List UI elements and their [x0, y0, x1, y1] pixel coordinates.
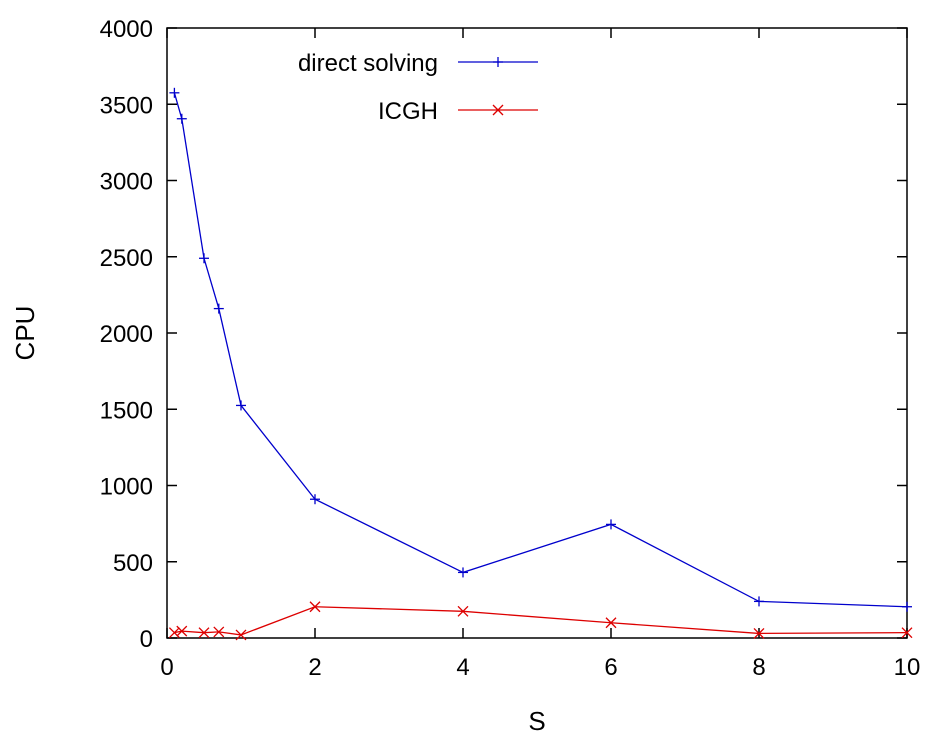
data-point-icgh [235, 629, 247, 641]
data-point-icgh [605, 617, 617, 629]
series-icgh [168, 601, 913, 641]
series-line-direct-solving [173, 92, 908, 608]
data-point-icgh [176, 625, 188, 637]
marker-stroke [176, 625, 188, 637]
legend-label-icgh: ICGH [378, 98, 438, 125]
y-tick-label: 2000 [100, 321, 153, 348]
marker-stroke [457, 605, 469, 617]
y-tick-label: 1500 [100, 397, 153, 424]
marker-stroke [492, 104, 504, 116]
data-point-direct-solving [606, 519, 616, 530]
y-axis-ticks: 0 500 1000 1500 2000 2500 3000 3500 4000 [100, 16, 907, 653]
x-tick-label: 0 [160, 654, 173, 681]
y-tick-label: 0 [140, 626, 153, 653]
data-point-direct-solving [458, 567, 468, 578]
series-layer [168, 87, 913, 641]
data-point-direct-solving [169, 87, 180, 98]
y-tick-label: 500 [113, 550, 153, 577]
y-tick-label: 3500 [100, 92, 153, 119]
legend-marker [493, 57, 503, 67]
data-point-icgh [457, 605, 469, 617]
marker-stroke [168, 627, 180, 639]
x-axis-ticks: 0 2 4 6 8 10 [160, 28, 920, 681]
marker-stroke [235, 629, 247, 641]
y-tick-label: 4000 [100, 16, 153, 43]
data-point-direct-solving [902, 601, 912, 612]
data-point-direct-solving [310, 494, 320, 505]
legend-entry-icgh: ICGH [378, 98, 538, 125]
marker-stroke [213, 626, 225, 638]
data-point-direct-solving [199, 253, 209, 264]
series-direct-solving [169, 87, 912, 612]
y-tick-label: 1000 [100, 474, 153, 501]
marker-stroke [198, 627, 210, 639]
legend-swatch-direct-solving [458, 57, 538, 67]
data-point-icgh [213, 626, 225, 638]
data-point-direct-solving [754, 596, 764, 607]
x-tick-label: 2 [308, 654, 321, 681]
marker-stroke [901, 627, 913, 639]
plot-frame [166, 27, 908, 639]
x-tick-label: 10 [894, 654, 921, 681]
y-tick-label: 3000 [100, 169, 153, 196]
y-axis-label: CPU [10, 306, 40, 361]
x-tick-label: 4 [456, 654, 469, 681]
legend-swatch-icgh [458, 104, 538, 116]
marker-stroke [753, 627, 765, 639]
data-point-direct-solving [236, 400, 246, 411]
data-point-icgh [901, 627, 913, 639]
series-line-icgh [174, 606, 908, 636]
x-tick-label: 8 [752, 654, 765, 681]
data-point-icgh [753, 627, 765, 639]
legend-label-direct-solving: direct solving [298, 50, 438, 77]
data-point-direct-solving [176, 113, 187, 124]
data-point-icgh [168, 627, 180, 639]
legend-entry-direct-solving: direct solving [298, 50, 538, 77]
marker-stroke [605, 617, 617, 629]
legend-marker [492, 104, 504, 116]
legend: direct solving ICGH [298, 50, 538, 125]
marker-stroke [309, 601, 321, 613]
x-tick-label: 6 [604, 654, 617, 681]
y-tick-label: 2500 [100, 245, 153, 272]
data-point-direct-solving [213, 303, 224, 314]
data-point-icgh [198, 627, 210, 639]
x-axis-label: S [528, 706, 545, 736]
data-point-icgh [309, 601, 321, 613]
